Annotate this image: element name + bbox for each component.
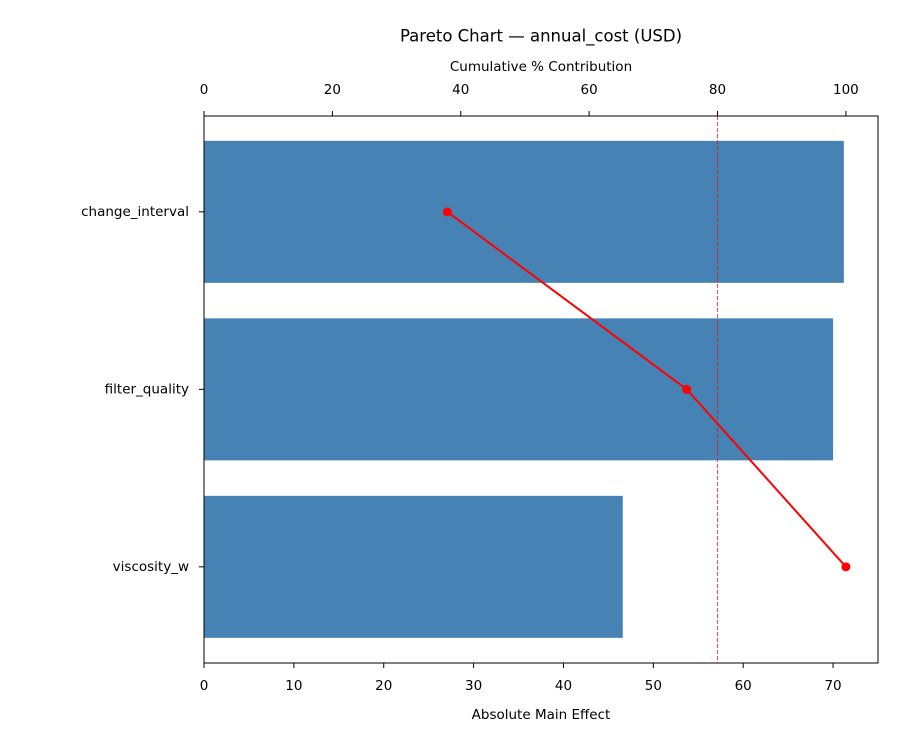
x2-tick-label: 100 [833,82,859,98]
bar [204,318,834,461]
x-tick-label: 60 [735,678,752,694]
x2-tick-label: 20 [324,82,341,98]
bar [204,140,844,283]
x-tick-label: 50 [645,678,662,694]
y-tick-label: change_interval [81,204,189,220]
y-tick-label: viscosity_w [113,559,189,575]
bar [204,495,623,638]
x-tick-label: 70 [824,678,841,694]
cumulative-point [841,562,851,572]
x-tick-label: 10 [285,678,302,694]
x2-tick-label: 40 [452,82,469,98]
x2-tick-label: 60 [581,82,598,98]
cumulative-point [682,384,692,394]
cumulative-point [442,207,452,217]
x-tick-label: 0 [200,678,209,694]
x-tick-label: 30 [465,678,482,694]
x2-tick-label: 80 [709,82,726,98]
x2-axis-label: Cumulative % Contribution [450,59,632,75]
x-axis-label: Absolute Main Effect [472,707,611,723]
x2-tick-label: 0 [200,82,209,98]
x-tick-label: 40 [555,678,572,694]
chart-title: Pareto Chart — annual_cost (USD) [400,27,682,47]
x-tick-label: 20 [375,678,392,694]
y-tick-label: filter_quality [105,381,189,397]
